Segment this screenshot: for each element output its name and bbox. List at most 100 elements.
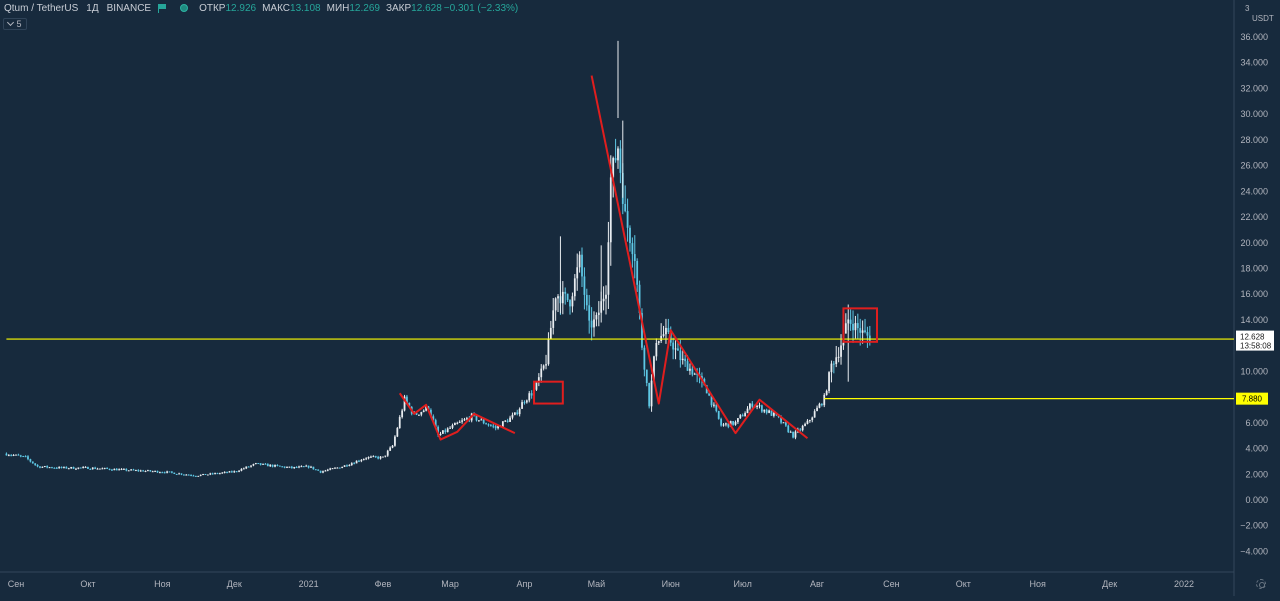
candle-body <box>832 363 835 365</box>
candle-body <box>139 470 142 472</box>
candle-body <box>137 470 140 472</box>
candle-body <box>63 466 65 468</box>
candle-body <box>161 472 164 474</box>
candle-body <box>422 410 425 413</box>
market-status-icon <box>180 4 189 12</box>
candle-body <box>324 470 327 472</box>
candle-body <box>298 466 300 468</box>
candle-body <box>686 361 689 371</box>
x-tick-label: Окт <box>956 579 971 589</box>
candle-body <box>784 422 787 426</box>
candle-body <box>185 474 188 476</box>
candle-body <box>722 424 725 426</box>
candle-body <box>573 278 576 297</box>
candle-body <box>828 372 830 391</box>
candle-body <box>751 403 754 407</box>
candle-body <box>221 472 224 474</box>
candle-body <box>168 471 171 473</box>
candle-body <box>113 468 116 471</box>
candle-body <box>67 468 70 470</box>
candle-body <box>334 467 336 469</box>
candle-body <box>374 456 377 458</box>
candle-body <box>70 466 73 469</box>
candle-body <box>293 466 296 469</box>
candle-body <box>182 474 185 476</box>
candle-body <box>15 454 17 456</box>
candle-body <box>758 405 761 407</box>
candle-body <box>530 393 533 396</box>
candle-body <box>389 447 392 451</box>
candle-body <box>120 468 123 470</box>
y-tick-label: 22.000 <box>1240 212 1268 222</box>
x-tick-label: Дек <box>1102 579 1117 589</box>
candle-body <box>216 473 219 475</box>
candle-body <box>770 410 773 416</box>
candle-body <box>51 467 53 469</box>
candle-body <box>94 467 97 469</box>
y-tick-label: 20.000 <box>1240 238 1268 248</box>
level-price-label: 7.880 <box>1242 395 1263 404</box>
candle-body <box>115 468 118 471</box>
candle-body <box>187 474 190 476</box>
y-tick-label: 18.000 <box>1240 264 1268 274</box>
candle-body <box>331 468 334 470</box>
studies-toggle-button[interactable]: 5 <box>3 18 27 30</box>
candle-body <box>859 328 862 333</box>
candle-body <box>170 471 173 473</box>
exchange-label: BINANCE <box>106 2 152 14</box>
candle-body <box>760 405 763 412</box>
candle-body <box>118 469 121 471</box>
candle-body <box>696 373 699 375</box>
candle-body <box>147 470 149 472</box>
last-price-label: 12.628 <box>1240 333 1265 342</box>
candle-body <box>317 469 320 471</box>
y-tick-label: 0.000 <box>1245 495 1268 505</box>
candle-body <box>262 463 264 465</box>
candle-body <box>425 406 428 411</box>
candle-body <box>677 348 679 351</box>
candle-body <box>667 327 670 333</box>
gear-icon[interactable] <box>1256 579 1266 589</box>
candle-body <box>480 419 483 421</box>
candle-body <box>5 453 8 456</box>
candle-body <box>319 470 322 473</box>
candle-body <box>864 330 866 333</box>
candle-body <box>159 472 161 474</box>
candle-body <box>763 409 766 412</box>
candle-body <box>307 465 310 468</box>
candle-body <box>813 411 816 418</box>
candle-body <box>338 467 341 469</box>
candle-body <box>218 473 221 475</box>
candle-body <box>453 423 456 426</box>
candle-body <box>537 377 540 382</box>
candle-body <box>672 342 675 350</box>
candle-body <box>641 313 643 348</box>
flag-icon[interactable] <box>158 3 167 13</box>
candle-body <box>271 464 274 467</box>
x-tick-label: Дек <box>227 579 242 589</box>
candle-body <box>511 414 514 418</box>
candle-body <box>173 472 176 474</box>
studies-count: 5 <box>16 19 22 29</box>
candle-body <box>384 455 387 457</box>
candle-body <box>314 469 317 471</box>
candle-body <box>257 463 260 465</box>
candle-body <box>497 425 499 429</box>
candle-body <box>739 415 742 419</box>
candle-body <box>166 471 168 473</box>
candle-body <box>401 410 404 418</box>
candle-body <box>343 465 346 467</box>
candle-body <box>223 471 226 473</box>
candle-body <box>482 419 485 424</box>
change-value: −0.301 (−2.33%) <box>443 2 519 14</box>
candle-body <box>772 412 775 416</box>
candle-body <box>288 466 291 468</box>
candle-body <box>458 421 461 423</box>
candle-body <box>725 423 727 425</box>
candle-body <box>545 364 547 366</box>
symbol-name[interactable]: Qtum / TetherUS <box>4 2 79 14</box>
interval-label[interactable]: 1Д <box>86 2 99 14</box>
candle-body <box>571 296 574 307</box>
